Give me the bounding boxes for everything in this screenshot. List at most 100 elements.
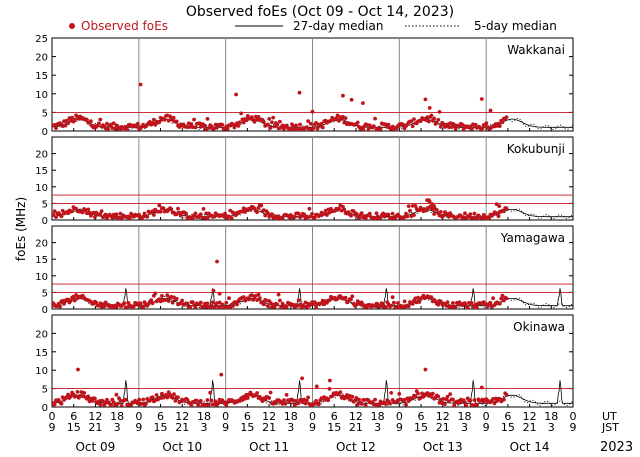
- observed-point: [189, 403, 194, 407]
- observed-point: [74, 394, 78, 398]
- observed-point: [349, 213, 353, 218]
- ut-tick-label: 18: [371, 410, 385, 423]
- observed-point: [468, 124, 473, 129]
- observed-point: [500, 293, 505, 298]
- ut-tick-label: 12: [175, 410, 189, 423]
- observed-point: [468, 398, 473, 403]
- observed-point: [208, 390, 213, 395]
- observed-point: [497, 204, 502, 209]
- observed-point: [282, 398, 286, 402]
- observed-point: [189, 122, 194, 127]
- observed-point: [388, 401, 392, 406]
- observed-point: [153, 122, 158, 127]
- observed-point: [207, 403, 211, 407]
- observed-point: [402, 299, 407, 304]
- panel-content: [52, 194, 573, 220]
- observed-point: [413, 204, 418, 208]
- observed-point: [473, 122, 478, 127]
- observed-point: [54, 215, 58, 220]
- observed-point: [386, 122, 391, 127]
- observed-point: [213, 122, 218, 127]
- observed-point: [266, 304, 270, 308]
- observed-point: [141, 397, 146, 402]
- observed-point: [463, 301, 467, 305]
- observed-point: [438, 210, 443, 214]
- observed-point: [256, 206, 261, 210]
- day-label: Oct 14: [510, 440, 550, 454]
- observed-point: [216, 401, 221, 405]
- observed-point: [304, 125, 309, 129]
- y-tick-label: 5: [42, 199, 48, 210]
- observed-point: [268, 390, 273, 395]
- observed-point: [185, 301, 190, 306]
- observed-point: [389, 303, 394, 308]
- day-label: Oct 12: [336, 440, 376, 454]
- observed-point: [373, 217, 377, 220]
- observed-point: [480, 126, 485, 131]
- observed-point: [267, 117, 272, 121]
- observed-point: [235, 302, 239, 307]
- observed-point: [373, 116, 377, 121]
- y-tick-label: 15: [35, 348, 48, 359]
- observed-point: [504, 206, 509, 211]
- ut-tick-label: 6: [331, 410, 338, 423]
- observed-point: [205, 301, 210, 306]
- jst-tick-label: 15: [67, 421, 81, 434]
- observed-point: [198, 300, 203, 305]
- x-axis: 0961512211830961512211830961512211830961…: [49, 410, 577, 454]
- observed-point: [468, 212, 473, 217]
- observed-point: [405, 214, 410, 219]
- y-tick-label: 20: [35, 150, 48, 161]
- observed-point: [245, 114, 250, 118]
- observed-point: [270, 120, 274, 125]
- observed-point: [76, 367, 80, 372]
- observed-point: [241, 295, 246, 299]
- jst-tick-label: 3: [548, 421, 555, 434]
- observed-point: [72, 298, 77, 303]
- observed-point: [114, 212, 119, 217]
- observed-point: [266, 211, 270, 215]
- observed-point: [256, 292, 261, 297]
- observed-point: [396, 301, 400, 305]
- y-axis-label: foEs (MHz): [14, 197, 28, 261]
- observed-point: [82, 391, 87, 395]
- jst-tick-label: 3: [374, 421, 381, 434]
- observed-point: [384, 305, 388, 309]
- observed-point: [355, 402, 360, 407]
- jst-label: JST: [601, 421, 619, 434]
- observed-point: [361, 101, 365, 105]
- observed-point: [150, 395, 155, 400]
- observed-point: [63, 123, 68, 128]
- observed-point: [278, 298, 282, 303]
- observed-point: [311, 126, 316, 130]
- observed-point: [184, 211, 189, 216]
- observed-point: [157, 120, 162, 125]
- observed-point: [357, 397, 361, 402]
- ut-tick-label: 18: [544, 410, 558, 423]
- observed-point: [416, 391, 420, 396]
- observed-point: [268, 126, 273, 130]
- observed-point: [275, 122, 280, 127]
- observed-point: [463, 211, 467, 216]
- observed-point: [359, 402, 364, 406]
- observed-point: [252, 119, 257, 124]
- observed-point: [188, 305, 193, 309]
- ut-tick-label: 12: [523, 410, 537, 423]
- observed-point: [445, 394, 450, 399]
- observed-point: [280, 216, 285, 220]
- observed-point: [350, 294, 355, 299]
- observed-point: [315, 126, 320, 131]
- observed-point: [292, 215, 297, 219]
- y-tick-label: 0: [42, 127, 48, 138]
- observed-point: [412, 213, 416, 218]
- observed-point: [384, 402, 388, 406]
- observed-point: [434, 120, 439, 125]
- ut-tick-label: 12: [262, 410, 276, 423]
- median-5day-line: [52, 116, 573, 130]
- observed-point: [52, 212, 56, 217]
- observed-point: [89, 119, 93, 124]
- station-label: Wakkanai: [507, 43, 565, 57]
- observed-point: [193, 306, 198, 309]
- observed-point: [502, 298, 506, 303]
- y-tick-label: 15: [35, 166, 48, 177]
